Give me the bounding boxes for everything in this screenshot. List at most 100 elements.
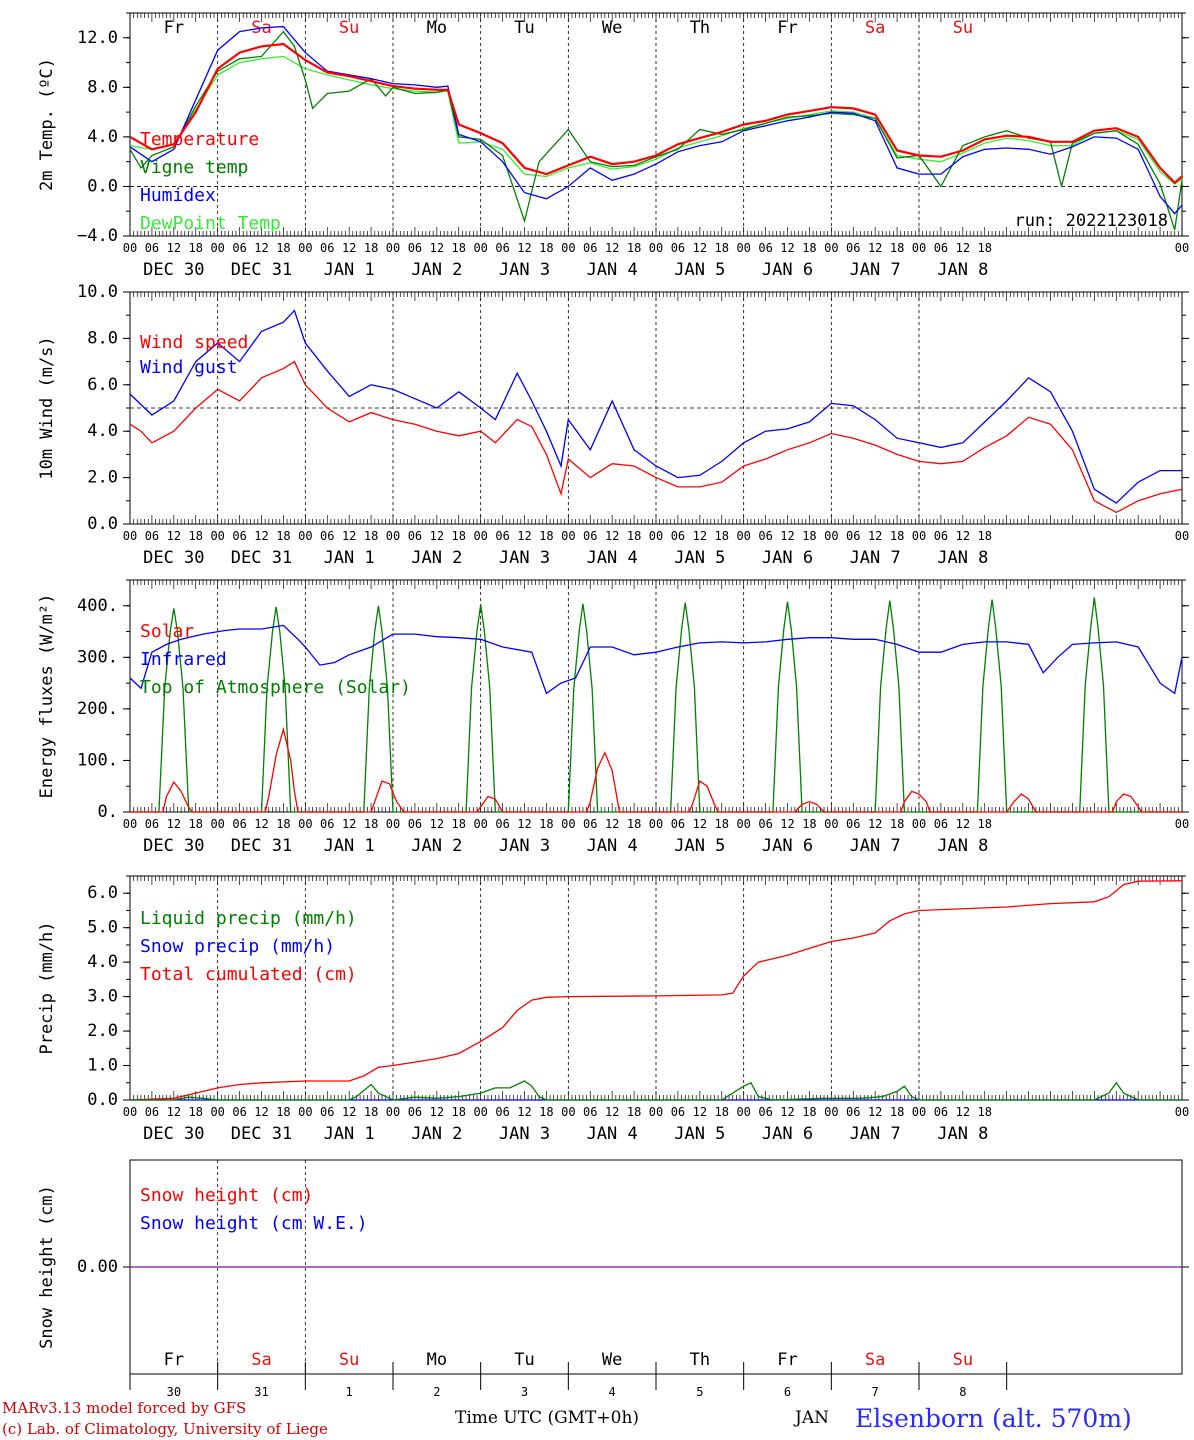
date-label: JAN 1 — [324, 836, 375, 856]
y-tick-label: 0.0 — [87, 514, 118, 534]
hour-label: 18 — [890, 529, 904, 543]
hour-label: 18 — [802, 817, 816, 831]
series-line — [129, 880, 1183, 1101]
hour-label: 18 — [715, 241, 729, 255]
hour-label: 12 — [956, 241, 970, 255]
hour-label: 00 — [912, 529, 926, 543]
hour-label: 18 — [539, 817, 553, 831]
hour-label: 06 — [583, 817, 597, 831]
hour-label: 00 — [561, 1105, 575, 1119]
series-line — [130, 1080, 1182, 1101]
hour-label: 00 — [649, 817, 663, 831]
date-label: JAN 8 — [937, 260, 988, 280]
hour-label: 18 — [890, 241, 904, 255]
hour-label: 12 — [605, 529, 619, 543]
hour-label-end: 00 — [1175, 529, 1189, 543]
legend-entry: Temperature — [140, 129, 259, 150]
hour-label: 18 — [978, 817, 992, 831]
day-of-week: Su — [953, 1350, 973, 1370]
day-number: 30 — [167, 1385, 181, 1399]
hour-label: 18 — [364, 529, 378, 543]
day-number: 7 — [872, 1385, 879, 1399]
date-label: JAN 7 — [850, 836, 901, 856]
series-line — [129, 309, 1182, 504]
date-label: JAN 1 — [324, 548, 375, 568]
hour-label: 06 — [671, 529, 685, 543]
hour-label: 00 — [210, 817, 224, 831]
day-number: 2 — [433, 1385, 440, 1399]
hour-label: 18 — [715, 817, 729, 831]
hour-label: 18 — [890, 1105, 904, 1119]
hour-label: 12 — [342, 1105, 356, 1119]
hour-label: 18 — [539, 241, 553, 255]
hour-label: 00 — [561, 241, 575, 255]
hour-label: 18 — [539, 529, 553, 543]
date-label: JAN 5 — [674, 260, 725, 280]
hour-label: 00 — [824, 529, 838, 543]
y-tick-label: 8.0 — [87, 77, 118, 97]
hour-label: 06 — [846, 817, 860, 831]
hour-label: 12 — [693, 529, 707, 543]
hour-label-end: 00 — [1175, 1105, 1189, 1119]
hour-label: 18 — [364, 1105, 378, 1119]
hour-label: 18 — [627, 817, 641, 831]
day-number: 4 — [609, 1385, 616, 1399]
hour-label: 00 — [736, 1105, 750, 1119]
hour-label: 06 — [671, 1105, 685, 1119]
date-label: JAN 2 — [411, 1124, 462, 1144]
y-tick-label: 12.0 — [77, 28, 118, 48]
y-tick-label: 400. — [77, 596, 118, 616]
day-of-week: Th — [690, 1350, 710, 1370]
hour-label: 18 — [890, 817, 904, 831]
hour-label: 18 — [802, 241, 816, 255]
hour-label: 12 — [780, 241, 794, 255]
hour-label: 06 — [408, 1105, 422, 1119]
hour-label: 12 — [956, 529, 970, 543]
hour-label: 18 — [627, 529, 641, 543]
date-label: DEC 31 — [231, 836, 292, 856]
hour-label: 06 — [846, 241, 860, 255]
hour-label: 18 — [978, 241, 992, 255]
hour-label: 12 — [254, 817, 268, 831]
hour-label: 00 — [386, 529, 400, 543]
hour-label: 00 — [123, 241, 137, 255]
day-of-week: Fr — [777, 18, 797, 38]
date-label: JAN 1 — [324, 260, 375, 280]
legend-entry: Snow height (cm) — [140, 1185, 313, 1206]
hour-label: 18 — [802, 1105, 816, 1119]
y-tick-label: 6.0 — [87, 375, 118, 395]
hour-label: 18 — [978, 1105, 992, 1119]
hour-label: 12 — [254, 241, 268, 255]
y-tick-label: 8.0 — [87, 328, 118, 348]
hour-label: 00 — [912, 817, 926, 831]
day-number: 31 — [254, 1385, 268, 1399]
hour-label: 12 — [254, 529, 268, 543]
day-of-week: Fr — [777, 1350, 797, 1370]
hour-label: 12 — [517, 241, 531, 255]
hour-label: 00 — [649, 529, 663, 543]
hour-label: 18 — [189, 817, 203, 831]
series-line — [129, 25, 1183, 215]
hour-label: 18 — [452, 241, 466, 255]
hour-label: 18 — [452, 817, 466, 831]
hour-label: 06 — [934, 817, 948, 831]
hour-label: 00 — [649, 241, 663, 255]
y-tick-label: 4.0 — [87, 421, 118, 441]
hour-label: 12 — [780, 529, 794, 543]
hour-label: 00 — [298, 817, 312, 831]
date-label: JAN 8 — [937, 1124, 988, 1144]
date-label: JAN 5 — [674, 548, 725, 568]
hour-label: 12 — [517, 817, 531, 831]
hour-label: 18 — [452, 1105, 466, 1119]
footer: MARv3.13 model forced by GFS (c) Lab. of… — [2, 1399, 1132, 1438]
hour-label: 06 — [145, 529, 159, 543]
hour-label: 12 — [693, 241, 707, 255]
y-axis-label: Precip (mm/h) — [37, 921, 57, 1054]
date-label: JAN 6 — [762, 548, 813, 568]
date-label: DEC 31 — [231, 548, 292, 568]
y-tick-label: 1.0 — [87, 1056, 118, 1076]
y-tick-label: 2.0 — [87, 468, 118, 488]
date-label: JAN 3 — [499, 548, 550, 568]
hour-label: 00 — [386, 817, 400, 831]
hour-label: 00 — [298, 241, 312, 255]
